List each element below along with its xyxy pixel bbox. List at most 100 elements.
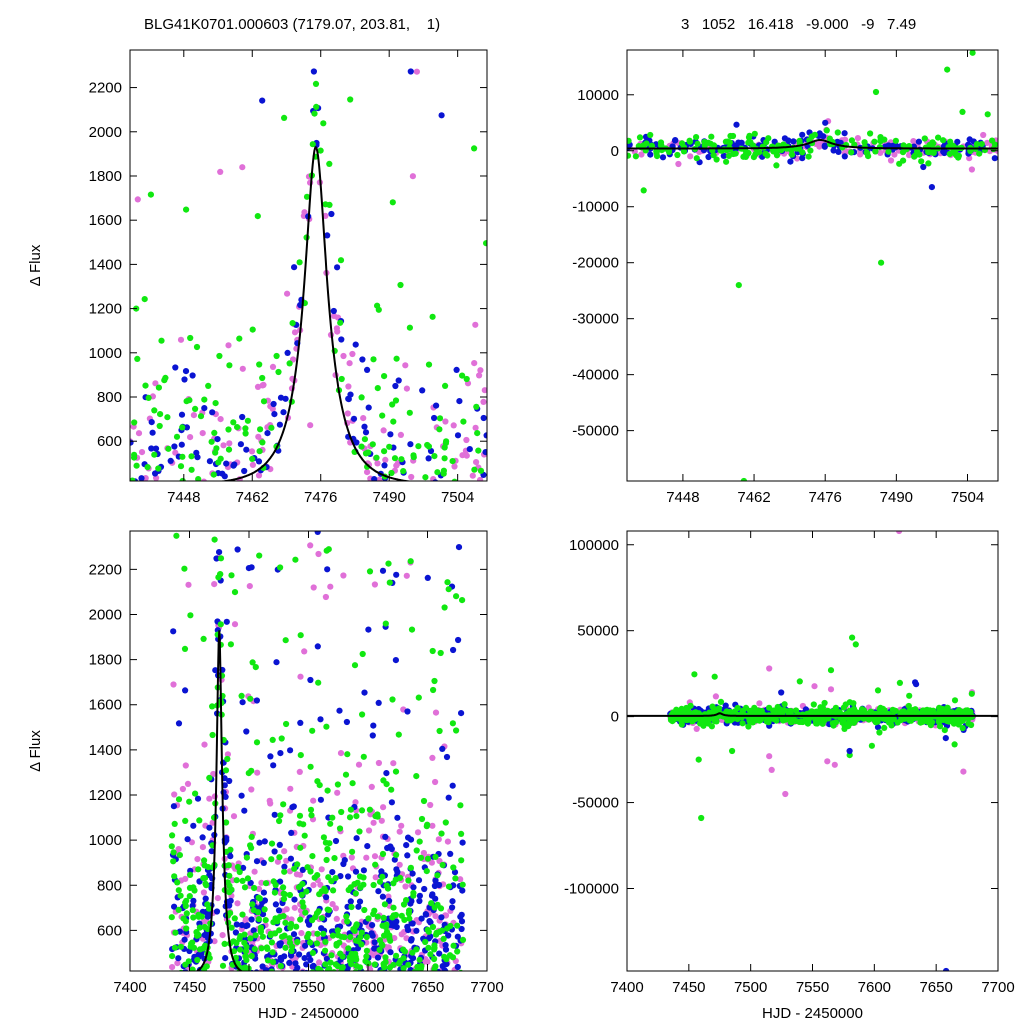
point-green	[322, 947, 329, 954]
point-blue	[286, 959, 293, 967]
point-green	[283, 720, 290, 728]
point-green	[206, 774, 213, 782]
point-green	[483, 240, 487, 247]
point-green	[695, 756, 702, 763]
point-magenta	[442, 418, 449, 425]
point-green	[227, 641, 234, 648]
point-blue	[355, 903, 362, 910]
point-blue	[409, 870, 416, 877]
point-magenta	[766, 665, 773, 672]
point-magenta	[175, 846, 182, 853]
point-green	[294, 861, 301, 868]
point-magenta	[316, 959, 323, 966]
point-green	[475, 447, 482, 454]
point-green	[442, 440, 449, 447]
point-blue	[223, 618, 230, 625]
point-green	[417, 854, 425, 861]
point-green	[390, 904, 397, 911]
point-magenta	[402, 883, 409, 890]
point-magenta	[301, 209, 308, 216]
point-green	[442, 382, 449, 389]
point-blue	[233, 480, 237, 481]
point-blue	[290, 931, 298, 938]
point-magenta	[388, 982, 394, 988]
point-blue	[442, 968, 449, 971]
point-green	[257, 928, 264, 936]
point-green	[177, 892, 184, 899]
point-magenta	[960, 768, 967, 775]
point-green	[710, 142, 718, 149]
point-green	[459, 980, 465, 986]
point-magenta	[408, 473, 415, 481]
point-green	[406, 409, 413, 416]
point-green	[678, 705, 685, 713]
point-magenta	[432, 778, 439, 786]
point-magenta	[310, 797, 317, 804]
point-green	[453, 593, 460, 600]
point-blue	[365, 404, 372, 411]
point-magenta	[307, 422, 314, 429]
point-green	[267, 932, 274, 939]
point-green	[209, 703, 216, 710]
point-green	[277, 812, 284, 819]
point-blue	[442, 942, 449, 949]
point-magenta	[342, 981, 348, 987]
point-green	[750, 154, 758, 161]
point-blue	[454, 933, 461, 940]
point-green	[363, 953, 370, 960]
x-tick-label: 7450	[173, 979, 206, 996]
point-green	[318, 915, 325, 922]
point-green	[813, 708, 820, 715]
point-green	[325, 907, 333, 914]
point-green	[861, 139, 868, 146]
point-blue	[370, 722, 377, 729]
point-green	[388, 786, 395, 793]
point-blue	[942, 735, 949, 742]
point-green	[395, 731, 402, 738]
point-green	[796, 678, 803, 685]
point-blue	[427, 919, 434, 926]
point-green	[418, 815, 426, 823]
point-green	[376, 878, 384, 885]
point-magenta	[463, 436, 470, 444]
point-blue	[423, 911, 430, 918]
point-green	[400, 468, 407, 475]
point-magenta	[360, 415, 367, 422]
y-tick-label: 0	[611, 709, 619, 726]
model-curve	[627, 712, 998, 717]
point-green	[389, 696, 396, 703]
point-green	[739, 720, 746, 727]
point-green	[171, 944, 179, 951]
point-green	[405, 877, 412, 884]
point-magenta	[390, 760, 397, 767]
point-green	[834, 129, 841, 136]
point-blue	[233, 921, 240, 928]
point-green	[145, 394, 152, 401]
point-green	[298, 891, 305, 899]
point-green	[471, 466, 478, 473]
point-magenta	[371, 853, 379, 860]
point-green	[196, 817, 203, 824]
x-tick-label: 7550	[796, 979, 829, 996]
point-magenta	[325, 978, 331, 984]
point-green	[640, 187, 647, 194]
point-green	[225, 862, 232, 869]
point-green	[471, 145, 478, 152]
point-blue	[284, 349, 291, 356]
point-green	[362, 450, 370, 457]
point-green	[740, 153, 747, 160]
point-green	[797, 718, 805, 726]
point-green	[347, 884, 354, 891]
point-green	[212, 400, 219, 407]
point-blue	[317, 716, 324, 723]
point-green	[381, 448, 388, 455]
point-blue	[213, 555, 220, 562]
point-green	[380, 963, 387, 970]
point-green	[323, 856, 330, 864]
point-green	[832, 719, 840, 726]
point-green	[158, 337, 165, 344]
point-green	[259, 374, 266, 382]
point-green	[432, 853, 439, 861]
point-green	[368, 973, 374, 979]
point-green	[341, 989, 347, 995]
